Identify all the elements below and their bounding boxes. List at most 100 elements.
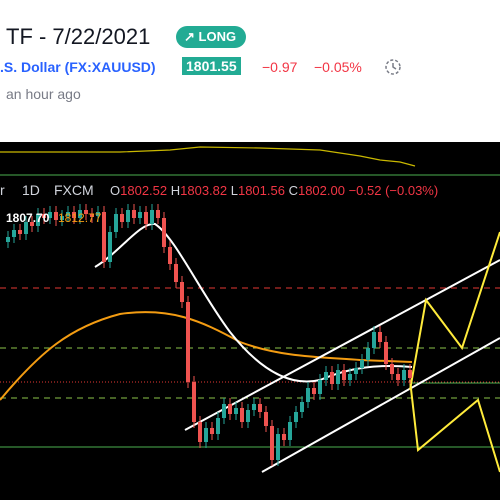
ohlc-value: 1802.52	[120, 183, 171, 198]
candle-body	[288, 422, 292, 440]
projection	[409, 379, 500, 473]
candle-body	[384, 342, 388, 364]
candle-body	[138, 212, 142, 218]
candle-body	[330, 372, 334, 384]
candle-body	[378, 332, 382, 342]
candle-body	[396, 374, 400, 380]
price-change: −0.97	[262, 59, 298, 75]
candle-body	[354, 368, 358, 374]
price-change-pct: −0.05%	[314, 59, 362, 75]
ohlc-value: 1801.56	[238, 183, 289, 198]
candle-body	[174, 264, 178, 282]
candle-body	[402, 370, 406, 380]
arrow-icon: ↗	[184, 29, 199, 44]
ohlc-label: C	[289, 183, 298, 198]
candle-body	[222, 404, 226, 418]
candle-body	[102, 212, 106, 262]
ohlc-value: 1803.82	[180, 183, 231, 198]
candle-body	[84, 210, 88, 214]
legend-interval: 1D	[22, 182, 40, 198]
candle-body	[210, 428, 214, 434]
candle-body	[360, 360, 364, 368]
candle-body	[336, 370, 340, 384]
candle-body	[366, 348, 370, 360]
channel-line	[261, 337, 500, 473]
candles	[6, 204, 412, 466]
candle-body	[294, 412, 298, 422]
ma-value: 1812.77	[58, 211, 102, 225]
candle-body	[240, 408, 244, 422]
legend-ohlc: O1802.52 H1803.82 L1801.56 C1802.00 −0.5…	[110, 183, 438, 198]
candle-body	[192, 382, 196, 422]
ma-value: 1807.70	[6, 211, 50, 225]
candle-body	[60, 216, 64, 220]
ohlc-label: O	[110, 183, 120, 198]
candle-body	[276, 434, 280, 460]
candle-body	[306, 388, 310, 402]
price-box: 1801.55	[182, 57, 241, 75]
candle-body	[150, 210, 154, 224]
candle-body	[30, 222, 34, 226]
candle-body	[390, 364, 394, 374]
candle-body	[48, 212, 52, 218]
candle-body	[258, 404, 262, 412]
candle-body	[198, 422, 202, 442]
candle-body	[204, 428, 208, 442]
candle-body	[36, 214, 40, 226]
candle-body	[6, 237, 10, 242]
candle-body	[408, 370, 412, 378]
candle-body	[252, 404, 256, 410]
indicator-line	[0, 146, 416, 167]
candle-body	[66, 212, 70, 216]
candle-body	[90, 214, 94, 217]
candle-body	[318, 380, 322, 394]
candle-body	[114, 214, 118, 232]
candle-body	[54, 212, 58, 220]
candle-body	[228, 404, 232, 414]
candle-body	[144, 212, 148, 224]
candle-body	[42, 214, 46, 218]
candle-body	[18, 230, 22, 234]
ohlc-label: L	[231, 183, 238, 198]
candle-body	[162, 218, 166, 247]
legend-change: −0.52 (−0.03%)	[349, 183, 439, 198]
candle-body	[126, 210, 130, 222]
candle-body	[324, 372, 328, 380]
legend-prefix: r	[0, 182, 5, 198]
candle-body	[168, 247, 172, 264]
ohlc-value: 1802.00	[298, 183, 349, 198]
channel-line	[184, 259, 500, 431]
candle-body	[12, 230, 16, 237]
alert-icon[interactable]	[382, 55, 406, 79]
candle-body	[24, 222, 28, 234]
candle-body	[120, 214, 124, 222]
ohlc-label: H	[171, 183, 180, 198]
candle-body	[342, 370, 346, 380]
candle-body	[78, 210, 82, 218]
symbol-link[interactable]: .S. Dollar (FX:XAUUSD)	[0, 59, 156, 75]
candle-body	[312, 388, 316, 394]
candle-body	[234, 408, 238, 414]
candle-body	[186, 302, 190, 382]
candle-body	[270, 426, 274, 460]
projection	[409, 231, 500, 391]
candle-body	[72, 212, 76, 218]
candle-body	[216, 418, 220, 434]
candle-body	[156, 210, 160, 218]
moving-average	[0, 311, 413, 401]
idea-title: TF - 7/22/2021	[6, 24, 151, 49]
timestamp: an hour ago	[6, 86, 81, 102]
candle-body	[132, 210, 136, 218]
candle-body	[300, 402, 304, 412]
candle-body	[96, 212, 100, 216]
candle-body	[372, 332, 376, 348]
candle-body	[246, 410, 250, 422]
long-badge[interactable]: ↗ LONG	[176, 26, 247, 48]
badge-text: LONG	[198, 29, 237, 44]
candle-body	[108, 232, 112, 262]
candle-body	[282, 434, 286, 440]
candle-body	[348, 374, 352, 380]
candle-body	[264, 412, 268, 426]
candle-body	[180, 282, 184, 302]
